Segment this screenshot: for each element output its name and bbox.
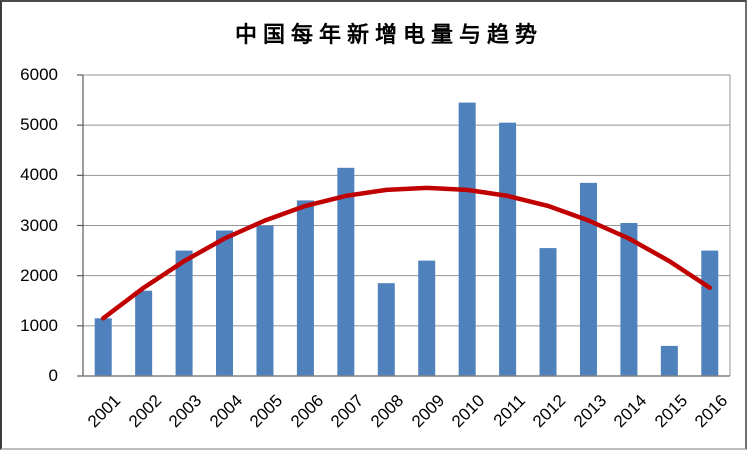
bar-2012 — [539, 248, 557, 376]
bar-2003 — [175, 250, 193, 376]
bar-2001 — [94, 318, 112, 376]
bar-2016 — [701, 250, 719, 376]
bar-2002 — [135, 290, 153, 376]
trend-line — [100, 185, 713, 321]
chart-title: 中国每年新增电量与趋势 — [234, 22, 544, 48]
bar-2010 — [458, 102, 476, 376]
bar-2009 — [418, 260, 436, 376]
y-axis-label-2000: 2000 — [20, 265, 58, 285]
bar-2006 — [296, 200, 314, 376]
y-axis-label-4000: 4000 — [20, 165, 58, 185]
bar-2014 — [620, 222, 638, 376]
bar-2004 — [216, 230, 234, 376]
bar-2011 — [499, 122, 517, 377]
bar-2015 — [660, 345, 678, 376]
y-axis-label-3000: 3000 — [20, 215, 58, 235]
y-axis-label-1000: 1000 — [20, 315, 58, 335]
y-axis-label-0: 0 — [48, 366, 58, 385]
y-axis-label-6000: 6000 — [20, 65, 58, 84]
bar-2005 — [256, 225, 274, 376]
bar-2007 — [337, 167, 355, 376]
bar-2008 — [377, 283, 395, 376]
bar-2013 — [579, 182, 597, 376]
y-axis-label-5000: 5000 — [20, 115, 58, 135]
